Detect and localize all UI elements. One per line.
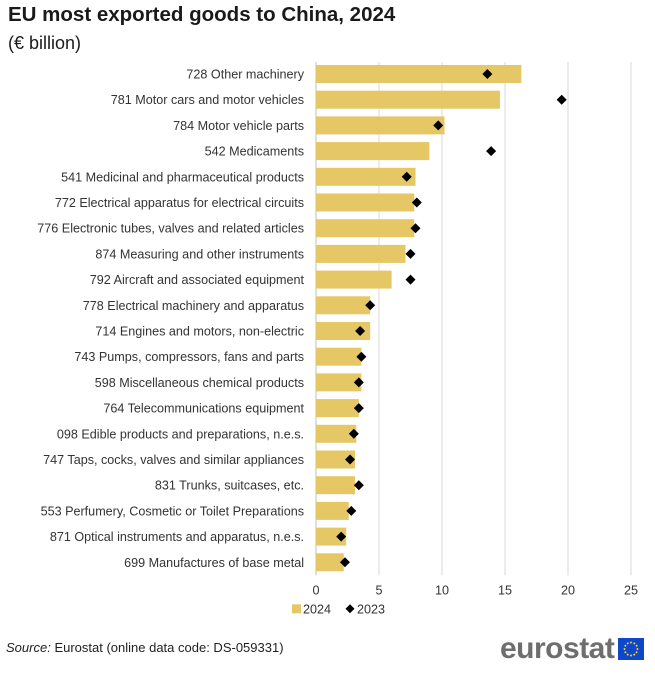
flag-star: [624, 651, 627, 654]
category-label: 792 Aircraft and associated equipment: [90, 273, 305, 287]
category-label: 714 Engines and motors, non-electric: [95, 325, 304, 339]
category-label: 776 Electronic tubes, valves and related…: [37, 222, 304, 236]
bar-chart: 728 Other machinery 781 Motor cars and mo…: [37, 62, 638, 616]
category-label: 728 Other machinery: [186, 68, 304, 82]
bar-2024: [316, 399, 359, 418]
category-label: 764 Telecommunications equipment: [103, 402, 304, 416]
category-label: 871 Optical instruments and apparatus, n…: [50, 530, 304, 544]
x-tick-label: 0: [312, 583, 319, 597]
legend-label-2024: 2024: [303, 602, 331, 616]
category-label: 743 Pumps, compressors, fans and parts: [74, 350, 304, 364]
bar-2024: [316, 219, 415, 238]
bar-2024: [316, 476, 356, 495]
bar-2024: [316, 501, 349, 520]
category-label: 772 Electrical apparatus for electrical …: [55, 196, 304, 210]
x-tick-label: 5: [375, 583, 382, 597]
bar-2024: [316, 527, 347, 546]
bar-2024: [316, 142, 430, 161]
flag-star: [636, 648, 639, 650]
category-label: 784 Motor vehicle parts: [173, 119, 304, 133]
source-label: Source:: [6, 640, 51, 655]
marker-2023: [482, 69, 493, 79]
category-label: 098 Edible products and preparations, n.…: [57, 427, 304, 441]
x-tick-label: 10: [435, 583, 449, 597]
category-label: 553 Perfumery, Cosmetic or Toilet Prepar…: [41, 504, 304, 518]
bar-2024: [316, 322, 371, 340]
bar-2024: [316, 116, 445, 135]
legend-swatch-2024: [292, 604, 301, 614]
logo-wordmark: eurostat: [500, 632, 615, 665]
marker-2023: [405, 248, 416, 259]
flag-star: [623, 648, 626, 650]
category-label: 541 Medicinal and pharmaceutical product…: [61, 170, 304, 184]
source-text: Eurostat (online data code: DS-059331): [54, 640, 284, 655]
marker-2023: [353, 480, 364, 491]
marker-2023: [410, 223, 421, 234]
marker-2023: [401, 171, 412, 182]
flag-star: [627, 642, 630, 645]
bar-2024: [316, 167, 416, 186]
bar-2024: [316, 347, 362, 366]
marker-2023: [433, 120, 444, 131]
bar-2024: [316, 90, 500, 109]
marker-2023: [486, 146, 497, 157]
flag-star: [624, 644, 627, 647]
eu-flag-icon: [618, 638, 645, 660]
marker-2023: [556, 94, 567, 105]
bar-2024: [316, 373, 362, 392]
marker-2023: [339, 557, 350, 568]
x-tick-label: 15: [498, 583, 512, 597]
chart-subtitle: (€ billion): [8, 33, 82, 53]
marker-2023: [356, 351, 367, 362]
bar-2024: [316, 244, 406, 263]
x-tick-label: 20: [561, 583, 575, 597]
eurostat-logo: eurostat: [500, 632, 645, 666]
category-label: 831 Trunks, suitcases, etc.: [155, 479, 304, 493]
flag-star: [636, 644, 638, 647]
chart-title: EU most exported goods to China, 2024: [8, 3, 396, 26]
marker-2023: [348, 428, 359, 439]
bar-2024: [316, 553, 344, 572]
bar-2024: [316, 270, 392, 289]
category-label: 874 Measuring and other instruments: [95, 247, 304, 261]
marker-2023: [411, 197, 422, 208]
bar-2024: [316, 424, 357, 443]
bar-2024: [316, 193, 415, 212]
marker-2023: [355, 326, 366, 336]
marker-2023: [346, 505, 357, 516]
marker-2023: [353, 377, 364, 388]
marker-2023: [405, 274, 416, 285]
marker-2023: [365, 300, 376, 311]
category-label: 778 Electrical machinery and apparatus: [83, 299, 304, 313]
source-note: Source: Eurostat (online data code: DS-0…: [6, 640, 284, 655]
flag-star: [630, 654, 633, 657]
marker-2023: [345, 454, 356, 465]
flag-star: [633, 653, 636, 656]
legend-marker-2023: [345, 604, 355, 614]
category-label: 598 Miscellaneous chemical products: [95, 376, 304, 390]
legend-label-2023: 2023: [357, 602, 385, 616]
category-label: 747 Taps, cocks, valves and similar appl…: [43, 453, 304, 467]
x-tick-label: 25: [624, 583, 638, 597]
category-label: 781 Motor cars and motor vehicles: [111, 93, 304, 107]
bar-2024: [316, 65, 522, 83]
bar-2024: [316, 296, 371, 315]
category-label: 699 Manufactures of base metal: [124, 556, 304, 570]
marker-2023: [336, 531, 347, 542]
flag-star: [627, 653, 630, 656]
category-label: 542 Medicaments: [205, 145, 304, 159]
marker-2023: [353, 403, 364, 414]
flag-star: [630, 641, 633, 644]
flag-star: [636, 651, 638, 654]
flag-star: [633, 642, 636, 645]
bar-2024: [316, 450, 356, 469]
